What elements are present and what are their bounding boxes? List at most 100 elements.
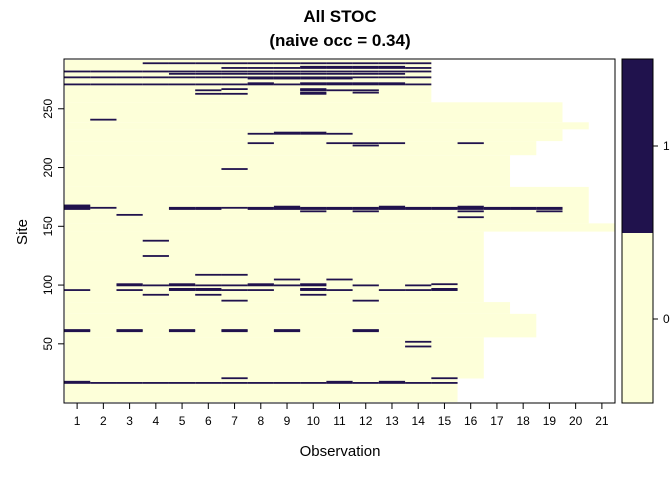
detection-cell: [300, 284, 327, 287]
detection-cell: [300, 283, 327, 286]
detection-cell: [326, 208, 353, 210]
detection-cell: [300, 88, 327, 91]
detection-cell: [405, 83, 432, 86]
detection-cell: [116, 329, 143, 331]
detection-cell: [352, 208, 379, 210]
detection-cell: [247, 77, 274, 80]
detection-cell: [300, 208, 327, 210]
detection-cell: [378, 65, 406, 68]
plot-cells: [64, 60, 615, 402]
detection-cell: [431, 377, 458, 380]
detection-cell: [300, 67, 327, 69]
detection-cell: [457, 208, 484, 210]
detection-cell: [273, 72, 301, 75]
detection-cell: [116, 76, 143, 79]
detection-cell: [378, 380, 406, 383]
detection-cell: [221, 284, 248, 287]
detection-cell: [352, 82, 379, 85]
detection-cell: [64, 382, 91, 384]
detection-cell: [273, 83, 301, 86]
detection-cell: [273, 284, 301, 287]
detection-cell: [378, 205, 406, 208]
detection-cell: [326, 77, 353, 80]
detection-cell: [300, 382, 327, 384]
detection-cell: [352, 382, 379, 384]
colorbar-tick-label: 0: [663, 312, 670, 326]
detection-cell: [378, 289, 406, 291]
detection-cell: [273, 70, 301, 73]
x-tick-label: 14: [412, 414, 426, 428]
detection-cell: [457, 142, 484, 145]
detection-cell: [352, 329, 379, 331]
detection-cell: [326, 380, 353, 383]
detection-cell: [64, 380, 91, 383]
detection-cell: [378, 72, 406, 75]
detection-cell: [116, 283, 143, 286]
detection-cell: [457, 210, 484, 213]
detection-cell: [300, 210, 327, 213]
detection-cell: [510, 206, 537, 209]
detection-cell: [457, 216, 484, 219]
detection-cell: [247, 62, 274, 65]
detection-cell: [247, 284, 274, 287]
x-tick-label: 4: [152, 414, 159, 428]
detection-cell: [273, 205, 301, 208]
observed-zero-block: [65, 337, 484, 379]
detection-cell: [273, 278, 301, 281]
detection-cell: [300, 132, 327, 135]
observed-zero-block: [65, 186, 589, 224]
detection-cell: [352, 65, 379, 68]
colorbar: 01: [621, 58, 670, 404]
detection-cell: [221, 70, 248, 73]
detection-cell: [352, 62, 379, 65]
detection-cell: [326, 89, 353, 92]
detection-cell: [247, 72, 274, 75]
detection-cell: [273, 62, 301, 65]
detection-cell: [352, 72, 379, 75]
detection-cell: [247, 76, 274, 79]
detection-cell: [405, 67, 432, 69]
x-tick-label: 7: [231, 414, 238, 428]
detection-cell: [326, 83, 353, 86]
detection-cell: [64, 208, 91, 210]
detection-cell: [247, 82, 274, 85]
detection-cell: [195, 62, 222, 65]
detection-cell: [352, 89, 379, 92]
x-tick-label: 9: [284, 414, 291, 428]
detection-cell: [300, 65, 327, 68]
detection-cell: [221, 329, 248, 331]
x-tick-label: 15: [438, 414, 452, 428]
detection-cell: [64, 289, 91, 291]
detection-cell: [300, 92, 327, 95]
detection-cell: [221, 88, 248, 91]
detection-cell: [195, 382, 222, 384]
detection-cell: [168, 289, 196, 291]
y-tick-label: 150: [41, 216, 55, 236]
detection-cell: [300, 131, 327, 134]
detection-cell: [168, 284, 196, 287]
chart-subtitle: (naive occ = 0.34): [269, 31, 410, 50]
observed-zero-block: [65, 122, 589, 130]
detection-cell: [326, 72, 353, 75]
detection-cell: [352, 67, 379, 69]
detection-cell: [221, 92, 248, 95]
detection-cell: [326, 132, 353, 135]
detection-cell: [116, 382, 143, 384]
detection-cell: [326, 142, 353, 145]
detection-cell: [116, 289, 143, 291]
detection-cell: [195, 284, 222, 287]
detection-cell: [378, 67, 406, 69]
x-tick-label: 12: [359, 414, 373, 428]
detection-cell: [64, 205, 91, 208]
detection-cell: [90, 206, 117, 209]
detection-cell: [168, 330, 196, 333]
y-axis: 50 100 150 200 250: [41, 98, 64, 351]
detection-cell: [142, 255, 169, 257]
detection-cell: [510, 208, 537, 210]
detection-cell: [300, 89, 327, 92]
detection-cell: [221, 377, 248, 380]
detection-cell: [405, 382, 432, 384]
detection-cell: [168, 206, 196, 209]
detection-cell: [326, 382, 353, 384]
detection-cell: [431, 206, 458, 209]
